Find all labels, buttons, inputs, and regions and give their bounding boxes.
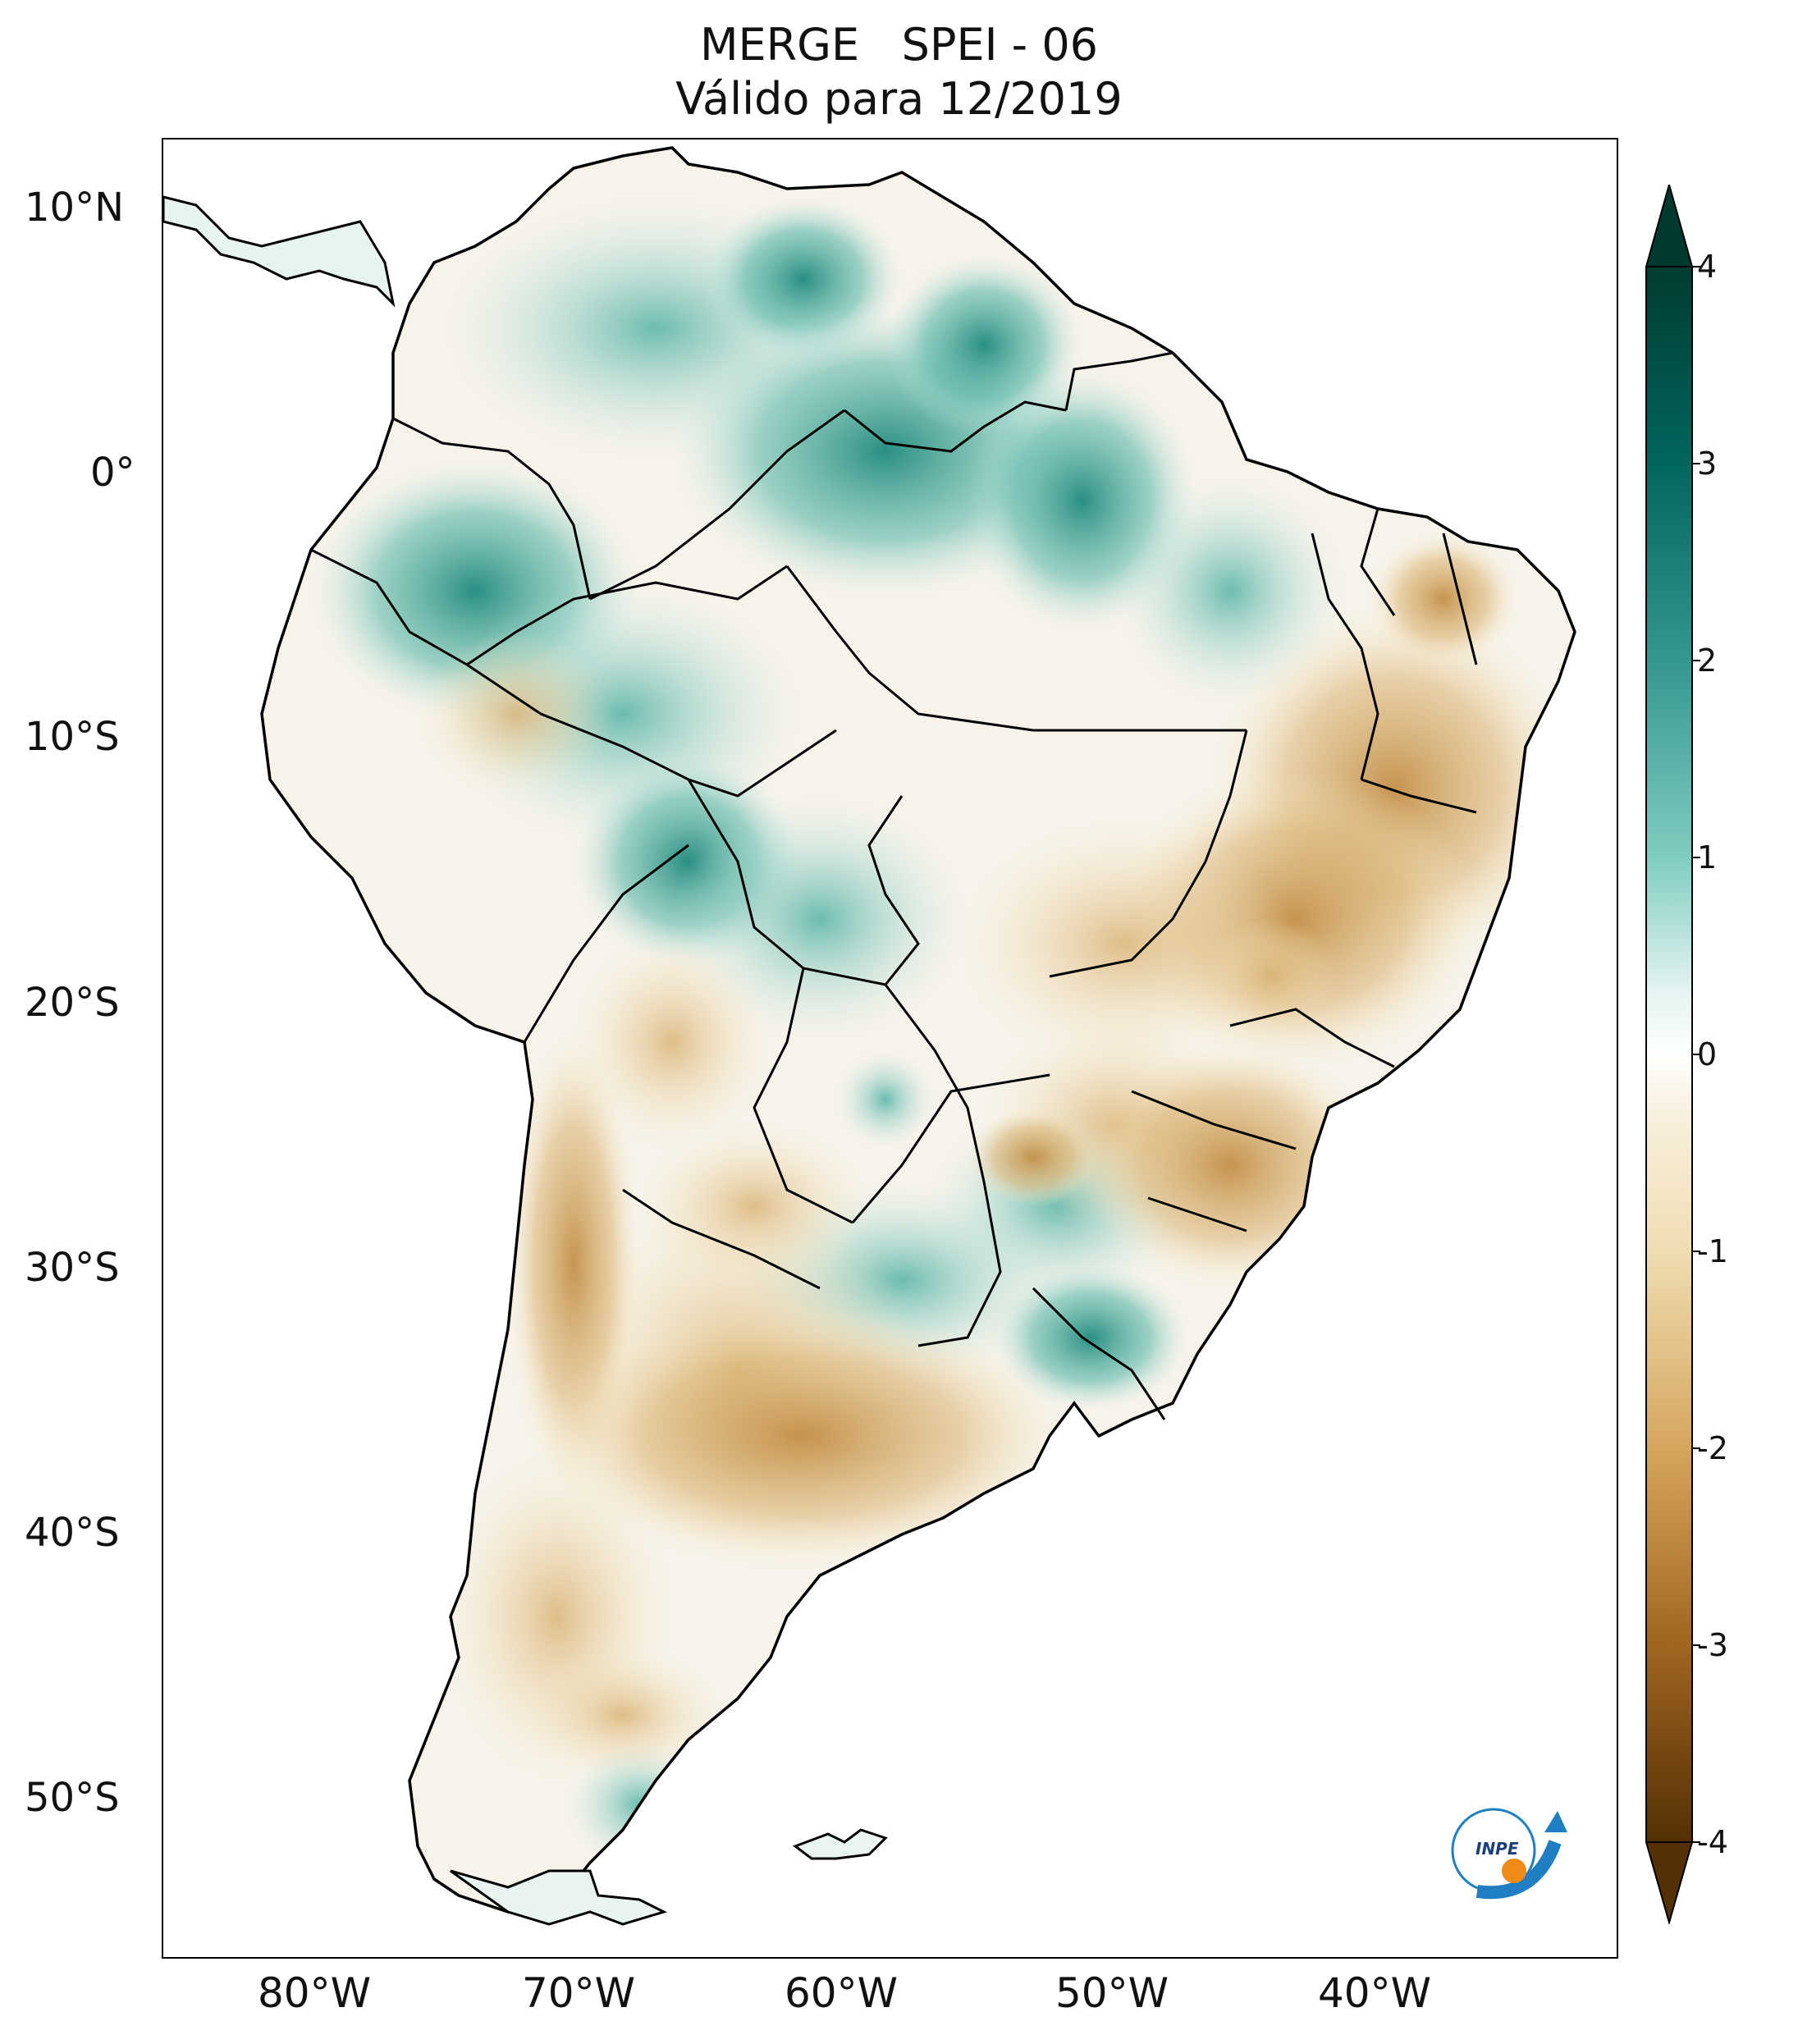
colorbar-tick-3: 3 — [1697, 446, 1718, 482]
inpe-logo-text: INPE — [1475, 1839, 1519, 1859]
colorbar-gradient — [1645, 266, 1693, 1843]
colorbar-tick-0: 0 — [1697, 1036, 1718, 1072]
colorbar-tick-neg4: -4 — [1697, 1824, 1728, 1860]
colorbar-bottom-arrow — [1645, 1841, 1694, 1924]
lat-label-0: 0° — [90, 450, 135, 496]
lat-label-10n: 10°N — [25, 185, 124, 231]
coastline — [260, 146, 1576, 1914]
colorbar-tick-4: 4 — [1697, 249, 1718, 285]
colorbar-tick-neg1: -1 — [1697, 1233, 1728, 1269]
map-frame — [162, 138, 1618, 1959]
internal-borders — [310, 351, 1478, 1420]
colorbar-tick-2: 2 — [1697, 642, 1718, 679]
spei-field — [311, 197, 1575, 1871]
lon-label-70w: 70°W — [521, 1969, 636, 2017]
inpe-logo-arrow — [1544, 1811, 1567, 1832]
colorbar-top-arrow — [1645, 185, 1694, 268]
colorbar-tick-neg3: -3 — [1697, 1627, 1728, 1663]
lat-label-50s: 50°S — [25, 1775, 120, 1821]
lat-label-10s: 10°S — [25, 714, 120, 760]
inpe-logo-swoosh — [1475, 1840, 1562, 1900]
lat-label-20s: 20°S — [25, 980, 120, 1026]
map-canvas — [163, 146, 1576, 1926]
title-line-1: MERGE SPEI - 06 — [699, 19, 1099, 71]
title-line-2: Válido para 12/2019 — [675, 73, 1123, 125]
tierra-del-fuego — [450, 1869, 668, 1926]
inpe-logo: INPE — [1451, 1808, 1567, 1900]
lat-label-40s: 40°S — [25, 1510, 120, 1556]
central-america-outline — [163, 195, 396, 308]
colorbar — [1645, 185, 1700, 1924]
colorbar-tick-1: 1 — [1697, 839, 1718, 876]
falkland-islands — [792, 1828, 888, 1860]
lat-label-30s: 30°S — [25, 1245, 120, 1291]
map-title: MERGE SPEI - 06 Válido para 12/2019 — [0, 18, 1798, 126]
lon-label-40w: 40°W — [1317, 1969, 1432, 2017]
lon-label-60w: 60°W — [784, 1969, 899, 2017]
colorbar-tick-marks — [1692, 266, 1700, 1843]
inpe-logo-dot — [1502, 1859, 1526, 1883]
lon-label-50w: 50°W — [1055, 1969, 1169, 2017]
colorbar-tick-neg2: -2 — [1697, 1430, 1728, 1466]
lon-label-80w: 80°W — [257, 1969, 372, 2017]
